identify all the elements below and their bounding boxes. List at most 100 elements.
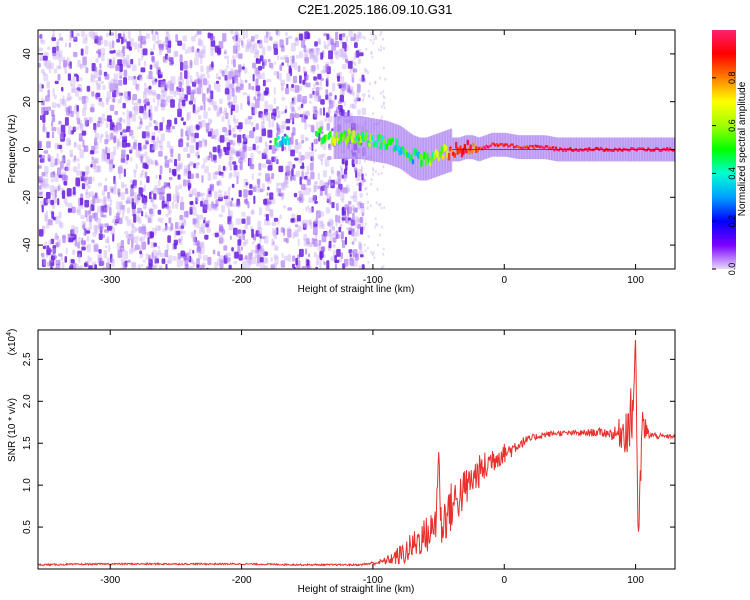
spectrogram-cell — [196, 191, 201, 197]
spectrogram-cell — [178, 81, 183, 89]
spectrogram-cell — [313, 76, 317, 81]
spectrogram-cell — [335, 214, 338, 223]
spectrogram-cell — [118, 165, 123, 174]
spectrogram-cell — [138, 43, 141, 48]
spectrogram-cell — [180, 128, 184, 138]
spectrogram-cell — [120, 157, 126, 163]
spectrogram-cell — [284, 109, 287, 114]
spectrogram-cell — [256, 145, 260, 150]
spectrogram-cell — [116, 92, 121, 97]
spectrogram-cell — [180, 250, 185, 257]
spectrogram-cell — [273, 231, 277, 238]
spectrogram-cell — [336, 177, 339, 184]
spectrogram-cell — [76, 105, 79, 112]
spectrogram-cell — [186, 112, 191, 120]
spectrogram-cell — [94, 192, 98, 199]
spectrogram-track-cell — [424, 160, 428, 166]
spectrogram-cell — [178, 238, 181, 243]
spectrogram-cell — [101, 148, 106, 153]
spectrogram-cell — [52, 114, 56, 122]
spectrogram-cell — [128, 75, 131, 81]
spectrogram-cell — [85, 188, 89, 195]
spectrogram-cell — [314, 268, 319, 269]
spectrogram-cell — [59, 50, 63, 58]
spectrogram-cell — [273, 87, 276, 95]
spectrogram-cell — [199, 226, 204, 234]
spectrogram-cell — [330, 38, 334, 45]
spectrogram-cell — [117, 188, 121, 196]
spectrogram-cell — [274, 148, 278, 152]
spectrogram-cell — [124, 231, 129, 235]
spectrogram-cell — [90, 163, 93, 168]
spectrogram-cell — [81, 130, 87, 136]
spectrogram-cell — [231, 88, 235, 97]
spectrogram-cell — [165, 124, 170, 133]
spectrogram-cell — [361, 74, 365, 82]
spectrogram-cell — [340, 76, 345, 84]
spectrogram-cell — [117, 249, 123, 258]
spectrogram-cell — [188, 100, 193, 105]
spectrogram-cell — [319, 188, 323, 196]
spectrogram-cell — [249, 184, 253, 189]
spectrogram-cell — [107, 257, 110, 266]
spectrogram-cell — [140, 118, 143, 124]
spectrogram-cell — [353, 191, 358, 198]
spectrogram-cell — [52, 46, 57, 54]
spectrogram-cell — [322, 185, 326, 189]
spectrogram-cell — [166, 141, 171, 148]
spectrogram-cell — [119, 201, 123, 210]
spectrogram-track-cell — [351, 136, 354, 143]
spectrogram-cell — [255, 262, 260, 267]
spectrogram-cell — [88, 176, 92, 185]
spectrogram-cell — [313, 83, 316, 90]
spectrogram-cell — [102, 199, 107, 207]
spectrogram-track-cell — [533, 147, 536, 150]
spectrogram-cell — [142, 162, 148, 169]
spectrogram-cell — [67, 208, 72, 213]
spectrogram-cell — [180, 117, 184, 121]
spectrogram-cell — [291, 106, 295, 112]
spectrogram-cell — [259, 257, 264, 263]
spectrogram-cell — [335, 31, 339, 41]
spectrogram-cell — [325, 94, 329, 100]
spectrogram-cell — [305, 137, 309, 141]
x-tick-label: 100 — [627, 575, 644, 586]
spectrogram-cell — [263, 148, 268, 153]
spectrogram-cell — [344, 203, 347, 211]
spectrogram-cell — [308, 146, 313, 150]
spectrogram-cell — [300, 165, 305, 169]
spectrogram-cell — [133, 197, 139, 205]
spectrogram-cell — [167, 255, 173, 264]
spectrogram-cell — [84, 262, 88, 268]
spectrogram-cell — [151, 34, 156, 41]
spectrogram-cell — [102, 148, 106, 154]
spectrogram-cell — [230, 83, 235, 89]
spectrogram-cell — [53, 255, 57, 259]
spectrogram-cell — [315, 47, 320, 51]
snr-y-multiplier-base: (x10 — [7, 335, 18, 355]
spectrogram-cell — [73, 105, 78, 114]
spectrogram-cell — [53, 198, 58, 203]
spectrogram-cell — [272, 109, 275, 114]
spectrogram-cell — [167, 209, 170, 216]
spectrogram-cell — [253, 195, 256, 205]
spectrogram-track-cell — [385, 143, 389, 150]
spectrogram-cell — [186, 135, 190, 141]
spectrogram-cell — [258, 162, 262, 171]
spectrogram-cell — [139, 101, 142, 107]
spectrogram-cell — [163, 181, 167, 189]
spectrogram-cell — [279, 214, 282, 220]
spectrogram-cell — [276, 182, 279, 189]
spectrogram-cell — [313, 185, 316, 193]
spectrogram-cell — [80, 123, 83, 129]
spectrogram-cell — [313, 252, 317, 258]
spectrogram-cell — [349, 103, 355, 109]
spectrogram-cell — [57, 198, 60, 206]
spectrogram-cell — [122, 52, 125, 57]
spectrogram-cell — [70, 78, 73, 87]
spectrogram-cell — [113, 49, 116, 54]
spectrogram-cell — [362, 97, 365, 102]
spectrogram-cell — [354, 42, 358, 49]
spectrogram-cell — [90, 204, 95, 211]
